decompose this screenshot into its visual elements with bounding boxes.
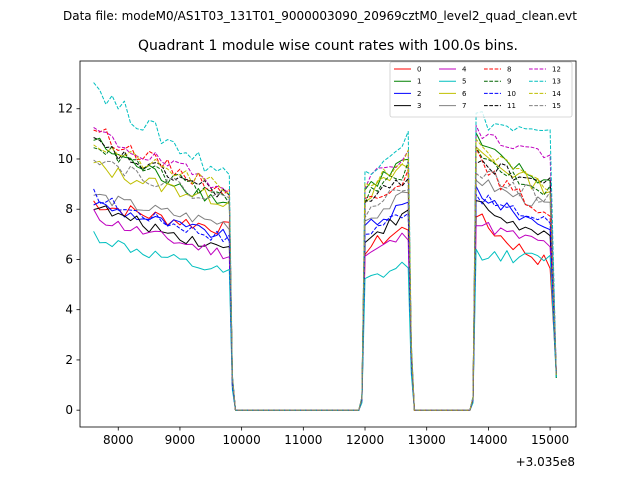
x-tick-label: 8000 — [103, 433, 134, 447]
series-line-5 — [93, 231, 557, 411]
y-tick-label: 6 — [65, 252, 73, 266]
x-tick-label: 12000 — [346, 433, 384, 447]
x-tick-label: 11000 — [284, 433, 322, 447]
y-tick-label: 12 — [58, 102, 73, 116]
legend-label-2: 2 — [417, 90, 421, 98]
legend-box — [389, 61, 573, 118]
series-line-14 — [93, 138, 557, 411]
x-tick-label: 15000 — [531, 433, 569, 447]
legend-label-5: 5 — [462, 78, 466, 86]
y-tick-label: 4 — [65, 303, 73, 317]
axes-frame — [79, 60, 577, 428]
y-tick-label: 8 — [65, 202, 73, 216]
series-line-2 — [93, 185, 557, 411]
series-line-15 — [93, 159, 557, 411]
legend-label-15: 15 — [552, 102, 561, 110]
legend-label-0: 0 — [417, 66, 421, 74]
legend-label-3: 3 — [417, 102, 421, 110]
legend-label-1: 1 — [417, 78, 421, 86]
legend-label-9: 9 — [507, 78, 511, 86]
chart-title: Quadrant 1 module wise count rates with … — [138, 38, 518, 54]
legend-label-12: 12 — [552, 66, 561, 74]
series-line-4 — [93, 208, 557, 411]
legend-label-4: 4 — [462, 66, 467, 74]
x-tick-label: 9000 — [165, 433, 196, 447]
y-tick-label: 10 — [58, 152, 73, 166]
legend-label-10: 10 — [507, 90, 516, 98]
series-line-7 — [93, 179, 557, 411]
x-offset-label: +3.035e8 — [516, 455, 575, 469]
legend-label-6: 6 — [462, 90, 467, 98]
axes: 8000 9000 10000 11000 12000 13000 14000 15000 0 2… — [58, 60, 577, 447]
series-line-11 — [93, 137, 557, 411]
series-line-3 — [93, 200, 557, 411]
x-tick-label: 10000 — [223, 433, 261, 447]
series-line-1 — [93, 132, 557, 411]
plot-area — [93, 82, 557, 411]
legend-label-13: 13 — [552, 78, 561, 86]
x-tick-label: 14000 — [469, 433, 507, 447]
legend-label-11: 11 — [507, 102, 516, 110]
legend-label-8: 8 — [507, 66, 511, 74]
legend-label-14: 14 — [552, 90, 561, 98]
legend-label-7: 7 — [462, 102, 466, 110]
series-line-10 — [93, 188, 557, 411]
x-tick-label: 13000 — [408, 433, 446, 447]
figure-suptitle: Data file: modeM0/AS1T03_131T01_90000030… — [63, 9, 577, 23]
y-tick-label: 0 — [65, 403, 73, 417]
series-line-9 — [93, 145, 557, 411]
series-line-8 — [93, 128, 557, 411]
series-line-6 — [93, 146, 557, 411]
y-tick-label: 2 — [65, 353, 73, 367]
series-line-13 — [93, 82, 557, 411]
